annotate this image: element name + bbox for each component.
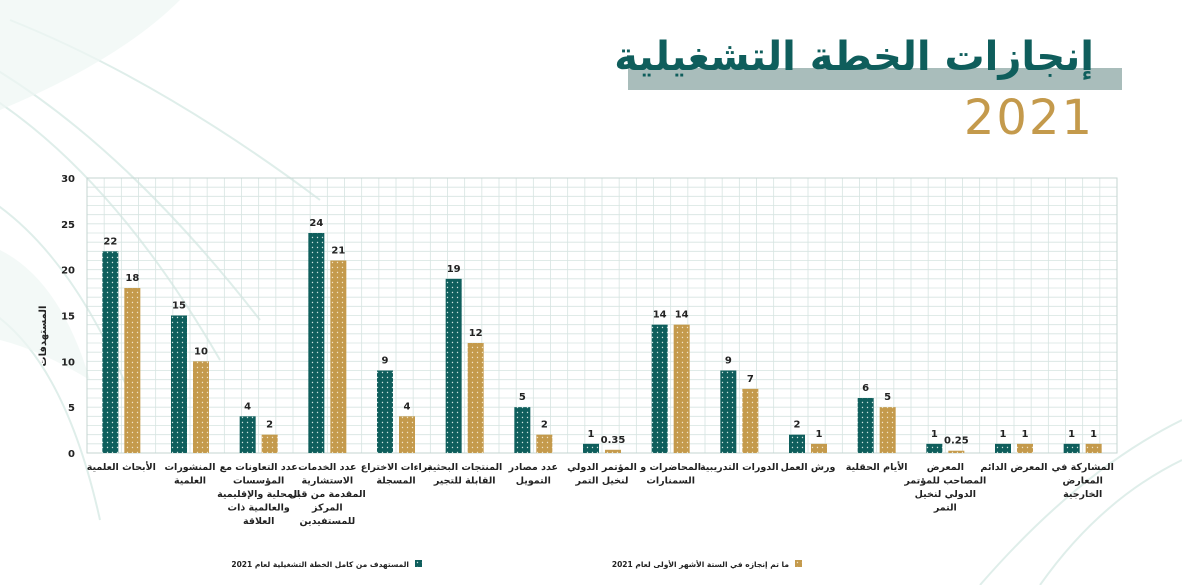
x-category-label: ورش العمل	[781, 462, 836, 473]
bar-value-label: 19	[447, 264, 461, 275]
legend-swatch-achieved	[795, 560, 802, 567]
x-category-label: المحاضرات و السمنارات	[639, 462, 701, 487]
bar-value-label: 14	[675, 310, 689, 321]
page-title: إنجازات الخطة التشغيلية	[614, 34, 1094, 80]
bar-value-label: 24	[309, 218, 323, 229]
bar-value-label: 10	[194, 346, 208, 357]
bar-target	[995, 443, 1011, 453]
bar-achieved	[330, 260, 347, 453]
bar-target	[1063, 443, 1080, 453]
x-category-label: المعرض المصاحب للمؤتمر الدولي لنخيل التمر	[903, 462, 986, 514]
bar-value-label: 2	[541, 420, 548, 431]
x-category-label: الأبحاث العلمية	[87, 461, 156, 473]
bar-value-label: 15	[172, 301, 186, 312]
bar-value-label: 14	[653, 310, 667, 321]
bar-value-label: 6	[862, 383, 869, 394]
bar-achieved	[948, 450, 965, 453]
bar-value-label: 4	[404, 401, 411, 412]
bar-target	[720, 370, 737, 453]
bar-target	[583, 443, 599, 453]
bar-value-label: 1	[588, 429, 595, 440]
bar-target	[651, 324, 668, 453]
bar-target	[857, 398, 874, 453]
x-category-label: عدد التعاونات مع المؤسسات المحلية والإقليم…	[217, 462, 300, 527]
bar-target	[514, 407, 531, 453]
legend-label: المستهدف من كامل الخطة التشغيلية لعام 20…	[231, 560, 409, 569]
chart-gridlines	[86, 177, 1118, 454]
bar-value-label: 21	[331, 246, 345, 257]
x-category-label: براءات الاختراع المسجلة	[361, 462, 431, 487]
bar-value-label: 2	[266, 420, 273, 431]
bar-value-label: 12	[469, 328, 483, 339]
bar-achieved	[467, 343, 484, 453]
x-category-label: الأيام الحقلية	[846, 461, 908, 473]
title-block: إنجازات الخطة التشغيلية 2021	[614, 30, 1122, 180]
bar-value-label: 1	[931, 429, 938, 440]
y-tick-label: 10	[61, 357, 75, 368]
bar-target	[445, 278, 462, 453]
x-category-label: عدد الخدمات الاستشارية المقدمة من قبل المرك…	[289, 462, 366, 527]
bar-value-label: 1	[1022, 429, 1029, 440]
y-axis: 0 5 10 15 20 25 30	[61, 174, 75, 460]
bar-target	[239, 416, 256, 453]
bar-achieved	[605, 449, 621, 453]
title-underline-bar	[628, 68, 1122, 90]
bar-achieved	[1017, 443, 1033, 453]
bar-achieved	[879, 407, 896, 453]
bar-achieved	[261, 434, 278, 453]
bar-value-label: 4	[244, 401, 251, 412]
x-category-label: الدورات التدريبية	[700, 462, 779, 473]
x-category-label: عدد مصادر التمويل	[508, 462, 558, 487]
bar-value-label: 22	[103, 236, 117, 247]
legend-swatch-target	[415, 560, 422, 567]
legend-label: ما تم إنجازه في الستة الأشهر الأولى لعام…	[612, 560, 789, 569]
bar-target	[102, 251, 119, 453]
bar-target	[926, 443, 943, 453]
bar-achieved	[536, 434, 553, 453]
bar-achieved	[124, 288, 141, 453]
bar-value-label: 9	[725, 356, 732, 367]
bar-value-label: 5	[884, 392, 891, 403]
bar-value-label: 1	[1068, 429, 1075, 440]
bar-achieved	[1085, 443, 1102, 453]
bar-target	[308, 233, 325, 453]
bar-value-label: 18	[125, 273, 139, 284]
legend: المستهدف من كامل الخطة التشغيلية لعام 20…	[231, 560, 802, 569]
bar-target	[789, 434, 805, 453]
bar-achieved	[193, 361, 209, 453]
bar-value-label: 7	[747, 374, 754, 385]
x-category-label: المنشورات العلمية	[165, 462, 216, 487]
bar-value-label: 1	[1090, 429, 1097, 440]
x-category-label: المعرض الدائم	[980, 462, 1047, 473]
x-category-label: المشاركة في المعارض الخارجية	[1052, 462, 1114, 500]
bar-achieved	[742, 388, 759, 453]
bar-value-label: 1	[816, 429, 823, 440]
bar-value-label: 0.35	[601, 435, 626, 446]
y-tick-label: 15	[61, 312, 75, 323]
bar-value-label: 5	[519, 392, 526, 403]
plot-border	[86, 177, 1118, 454]
bar-achieved	[811, 443, 827, 453]
y-tick-label: 25	[61, 220, 75, 231]
bar-target	[377, 370, 393, 453]
x-category-label: المؤتمر الدولي لنخيل التمر	[567, 462, 637, 487]
bar-value-label: 2	[794, 420, 801, 431]
bar-target	[171, 315, 187, 453]
bar-achieved	[673, 324, 690, 453]
y-tick-label: 20	[61, 266, 75, 277]
page-year: 2021	[963, 90, 1094, 146]
x-category-label: المنتجات البحثية القابلة للتجير	[427, 462, 502, 487]
bar-achieved	[399, 416, 415, 453]
y-tick-label: 5	[68, 403, 75, 414]
y-tick-label: 0	[68, 449, 75, 460]
y-tick-label: 30	[61, 174, 75, 185]
bar-value-label: 9	[382, 356, 389, 367]
y-axis-title: المستهدفات	[38, 306, 49, 367]
bar-value-label: 1	[1000, 429, 1007, 440]
bar-value-label: 0.25	[944, 436, 969, 447]
